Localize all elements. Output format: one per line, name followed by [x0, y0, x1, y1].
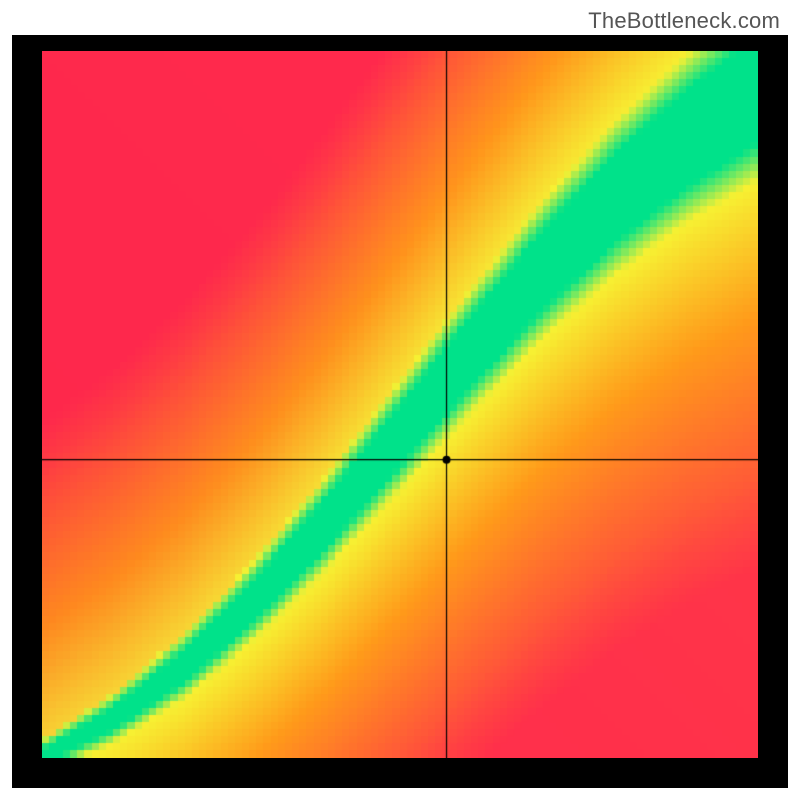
- crosshair-overlay: [42, 51, 758, 758]
- chart-frame: [12, 35, 788, 788]
- watermark-text: TheBottleneck.com: [588, 8, 780, 34]
